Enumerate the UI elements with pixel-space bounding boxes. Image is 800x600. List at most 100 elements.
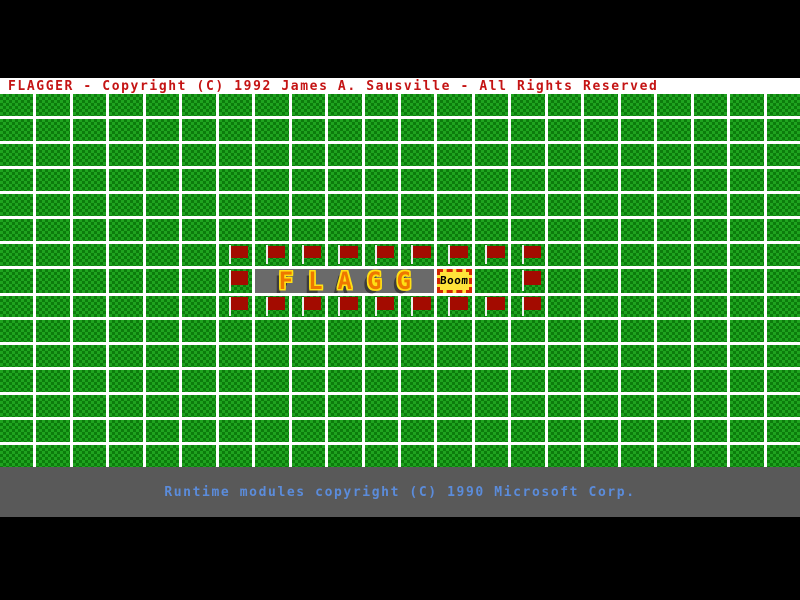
board-tile[interactable]: [400, 370, 435, 393]
board-tile[interactable]: [400, 445, 435, 467]
board-tile[interactable]: [72, 218, 107, 241]
board-tile[interactable]: [109, 243, 143, 266]
board-tile[interactable]: [0, 320, 34, 343]
board-tile[interactable]: [182, 370, 216, 393]
board-tile[interactable]: [145, 143, 180, 166]
board-tile[interactable]: [657, 94, 691, 116]
board-tile[interactable]: [766, 268, 800, 293]
board-tile[interactable]: [328, 295, 362, 318]
board-tile[interactable]: [0, 395, 34, 418]
board-tile[interactable]: [657, 320, 691, 343]
board-tile[interactable]: [511, 320, 545, 343]
board-tile[interactable]: [620, 218, 655, 241]
board-tile[interactable]: [693, 118, 728, 141]
board-tile[interactable]: [72, 168, 107, 191]
board-tile[interactable]: [291, 320, 326, 343]
board-tile[interactable]: [657, 420, 691, 443]
board-tile[interactable]: [0, 143, 34, 166]
board-tile[interactable]: [693, 445, 728, 467]
board-tile[interactable]: [72, 420, 107, 443]
board-tile[interactable]: [730, 243, 764, 266]
board-tile[interactable]: [547, 94, 582, 116]
board-tile[interactable]: [0, 345, 34, 368]
board-tile[interactable]: [511, 94, 545, 116]
board-tile[interactable]: [547, 395, 582, 418]
board-tile[interactable]: [730, 94, 764, 116]
board-tile[interactable]: [437, 168, 472, 191]
board-tile[interactable]: [182, 345, 216, 368]
board-tile[interactable]: [364, 94, 398, 116]
board-tile[interactable]: [584, 395, 618, 418]
board-tile[interactable]: [400, 94, 435, 116]
board-tile[interactable]: [109, 295, 143, 318]
board-tile[interactable]: [218, 243, 253, 266]
board-tile[interactable]: [766, 168, 800, 191]
board-tile[interactable]: [364, 370, 398, 393]
board-tile[interactable]: [0, 243, 34, 266]
board-tile[interactable]: [36, 295, 70, 318]
board-tile[interactable]: [657, 168, 691, 191]
board-tile[interactable]: [255, 395, 289, 418]
board-tile[interactable]: [437, 243, 472, 266]
board-tile[interactable]: [766, 243, 800, 266]
board-tile[interactable]: [474, 445, 509, 467]
board-tile[interactable]: [400, 420, 435, 443]
board-tile[interactable]: [0, 370, 34, 393]
board-tile[interactable]: [328, 243, 362, 266]
board-tile[interactable]: [364, 243, 398, 266]
board-tile[interactable]: [291, 168, 326, 191]
board-tile[interactable]: [693, 395, 728, 418]
board-tile[interactable]: [766, 420, 800, 443]
board-tile[interactable]: [291, 345, 326, 368]
board-tile[interactable]: [328, 94, 362, 116]
board-tile[interactable]: [72, 243, 107, 266]
board-tile[interactable]: [109, 193, 143, 216]
board-tile[interactable]: [218, 395, 253, 418]
board-tile[interactable]: [620, 320, 655, 343]
board-tile[interactable]: [364, 395, 398, 418]
board-tile[interactable]: [547, 295, 582, 318]
board-tile[interactable]: [437, 395, 472, 418]
board-tile[interactable]: [657, 345, 691, 368]
board-tile[interactable]: [255, 370, 289, 393]
board-tile[interactable]: [36, 370, 70, 393]
board-tile[interactable]: [693, 243, 728, 266]
board-tile[interactable]: [145, 445, 180, 467]
board-tile[interactable]: [400, 218, 435, 241]
board-tile[interactable]: [109, 218, 143, 241]
board-tile[interactable]: [255, 143, 289, 166]
board-tile[interactable]: [182, 243, 216, 266]
board-tile[interactable]: [109, 94, 143, 116]
board-tile[interactable]: [291, 243, 326, 266]
board-tile[interactable]: [182, 395, 216, 418]
board-tile[interactable]: [218, 143, 253, 166]
board-tile[interactable]: [364, 320, 398, 343]
board-tile[interactable]: [255, 218, 289, 241]
board-tile[interactable]: [36, 395, 70, 418]
board-tile[interactable]: [0, 268, 34, 293]
board-tile[interactable]: [0, 218, 34, 241]
board-tile[interactable]: [584, 193, 618, 216]
board-tile[interactable]: [474, 193, 509, 216]
board-tile[interactable]: [620, 420, 655, 443]
board-tile[interactable]: [511, 243, 545, 266]
board-tile[interactable]: [657, 118, 691, 141]
board-tile[interactable]: [547, 193, 582, 216]
board-tile[interactable]: [437, 143, 472, 166]
board-tile[interactable]: [400, 118, 435, 141]
board-tile[interactable]: [218, 268, 253, 293]
board-tile[interactable]: [511, 118, 545, 141]
board-tile[interactable]: [474, 420, 509, 443]
board-tile[interactable]: [437, 193, 472, 216]
board-tile[interactable]: [400, 193, 435, 216]
board-tile[interactable]: [511, 268, 545, 293]
board-tile[interactable]: [109, 268, 143, 293]
board-tile[interactable]: [584, 445, 618, 467]
board-tile[interactable]: [511, 143, 545, 166]
board-tile[interactable]: [730, 168, 764, 191]
board-tile[interactable]: [693, 370, 728, 393]
board-tile[interactable]: [437, 320, 472, 343]
board-tile[interactable]: [657, 218, 691, 241]
board-tile[interactable]: [145, 118, 180, 141]
board-tile[interactable]: [693, 295, 728, 318]
